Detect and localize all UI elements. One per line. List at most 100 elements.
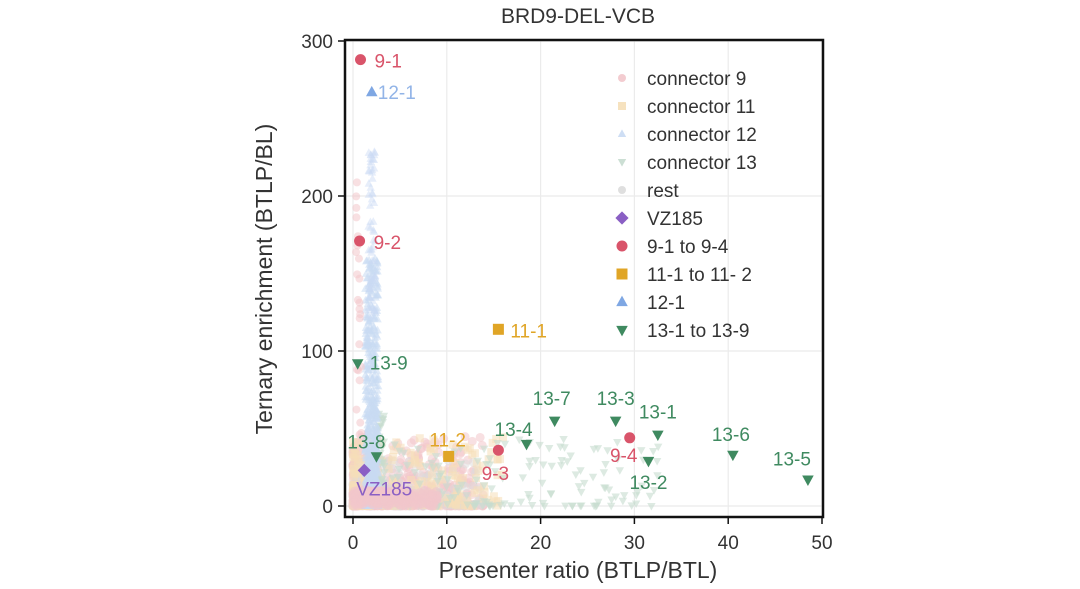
background-point (413, 445, 423, 454)
background-point (364, 222, 373, 230)
axes: 0 10 20 30 40 50 0 100 200 300 (301, 32, 832, 554)
background-point (407, 475, 416, 484)
background-point (468, 450, 477, 459)
background-point (361, 434, 371, 443)
legend-label: rest (647, 181, 679, 202)
background-point (384, 464, 393, 473)
y-tick-label: 0 (322, 497, 333, 518)
point-11-2 (443, 450, 455, 462)
background-point (371, 414, 380, 423)
background-point (368, 154, 378, 163)
point-label: 13-1 (639, 403, 677, 424)
background-point (370, 271, 380, 280)
background-point (460, 432, 470, 442)
legend-marker (616, 268, 628, 280)
background-point (370, 271, 380, 279)
background-point (546, 490, 556, 499)
background-point (369, 235, 378, 244)
background-point (600, 484, 609, 493)
background-point (356, 310, 365, 319)
y-tick-label: 200 (301, 187, 333, 208)
background-point (485, 455, 495, 464)
background-point (426, 492, 436, 502)
background-point (355, 376, 364, 385)
background-point (439, 434, 449, 444)
background-point (365, 201, 375, 209)
point-label: 13-6 (712, 425, 750, 446)
legend-marker (618, 74, 626, 82)
background-point (428, 464, 438, 472)
background-point (450, 448, 459, 456)
background-point (372, 405, 381, 414)
background-point (363, 310, 373, 318)
background-point (496, 501, 505, 510)
point-label: 9-2 (374, 233, 401, 254)
y-tick-label: 300 (301, 32, 333, 53)
legend-label: 13-1 to 13-9 (647, 321, 749, 342)
background-point (480, 487, 489, 496)
background-point (354, 254, 363, 263)
background-point (349, 480, 358, 489)
x-axis-label: Presenter ratio (BTLP/BTL) (439, 557, 718, 583)
background-point (473, 486, 482, 495)
background-point (568, 502, 577, 511)
background-point (613, 455, 622, 464)
background-point (637, 482, 647, 491)
background-point (574, 483, 584, 491)
point-13-2 (642, 456, 655, 468)
background-point (366, 150, 376, 158)
x-tick-label: 20 (530, 533, 551, 554)
background-point (356, 497, 366, 507)
x-tick-label: 0 (348, 533, 359, 554)
background-point (649, 448, 658, 456)
background-point (402, 462, 412, 470)
point-label: 12-1 (378, 83, 416, 104)
background-point (627, 502, 636, 510)
background-point (493, 471, 502, 480)
background-point (369, 198, 379, 207)
background-point (362, 444, 371, 452)
point-9-1 (355, 54, 367, 66)
background-point (479, 445, 489, 454)
background-point (352, 192, 361, 201)
background-point (366, 275, 375, 284)
background-point (365, 284, 374, 293)
background-point (429, 445, 438, 454)
background-point (370, 236, 380, 245)
legend-marker (615, 211, 629, 225)
background-point (599, 469, 609, 477)
background-point (615, 467, 625, 475)
background-point (589, 445, 599, 454)
background-point (524, 491, 533, 499)
background-point (416, 462, 425, 471)
legend-marker (616, 325, 628, 337)
background-point (354, 468, 363, 477)
background-point (366, 282, 376, 291)
background-point (372, 366, 382, 375)
background-point (373, 284, 383, 292)
point-VZ185 (357, 463, 371, 477)
background-point (372, 439, 382, 448)
background-point (388, 474, 397, 483)
background-point (601, 461, 610, 469)
background-point (653, 472, 662, 480)
background-point (410, 455, 419, 464)
background-point (366, 287, 376, 295)
background-point (429, 501, 439, 511)
background-point (489, 492, 498, 501)
background-point (367, 421, 376, 429)
background-point (506, 502, 516, 510)
point-label: 13-8 (347, 432, 385, 453)
legend-marker (618, 186, 626, 194)
background-point (438, 475, 447, 484)
background-point (364, 292, 374, 300)
background-point (364, 292, 373, 301)
background-point (366, 223, 375, 232)
background-point (427, 459, 436, 468)
background-point (557, 462, 566, 470)
background-point (453, 484, 462, 493)
background-point (576, 502, 585, 511)
background-points (348, 147, 663, 511)
